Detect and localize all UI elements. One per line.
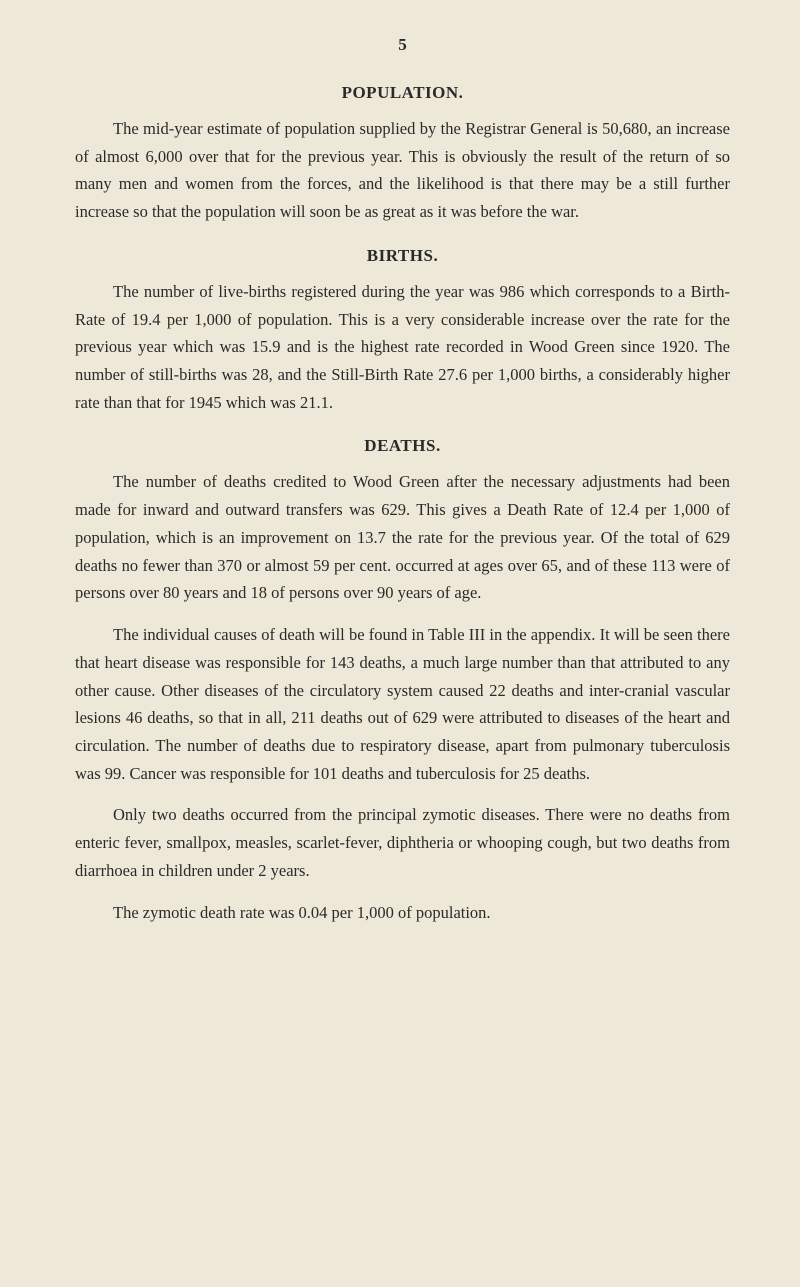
births-heading: BIRTHS. xyxy=(75,246,730,266)
deaths-heading: DEATHS. xyxy=(75,436,730,456)
deaths-paragraph-1: The number of deaths credited to Wood Gr… xyxy=(75,468,730,607)
births-paragraph-1: The number of live-births registered dur… xyxy=(75,278,730,417)
deaths-paragraph-4: The zymotic death rate was 0.04 per 1,00… xyxy=(75,899,730,927)
page-number: 5 xyxy=(75,35,730,55)
deaths-paragraph-3: Only two deaths occurred from the princi… xyxy=(75,801,730,884)
deaths-paragraph-2: The individual causes of death will be f… xyxy=(75,621,730,787)
population-paragraph-1: The mid-year estimate of population supp… xyxy=(75,115,730,226)
population-heading: POPULATION. xyxy=(75,83,730,103)
